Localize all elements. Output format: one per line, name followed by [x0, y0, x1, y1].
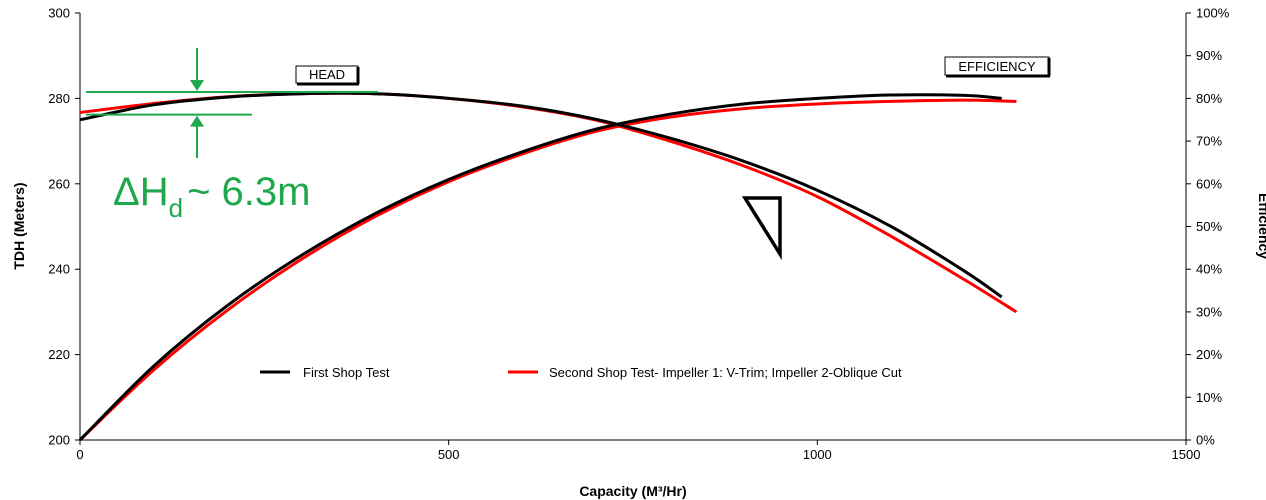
legend-label-first: First Shop Test [303, 365, 390, 380]
delta-arrow-up-icon [190, 115, 204, 127]
delta-symbol: ΔH [113, 170, 169, 214]
efficiency-label-box: EFFICIENCY [944, 56, 1051, 78]
y-tick-label: 240 [48, 262, 70, 277]
efficiency-curve-first [78, 93, 1002, 442]
y2-axis-title: Efficiency [1256, 193, 1266, 259]
y2-tick-label: 100% [1196, 6, 1230, 21]
x-tick-label: 1500 [1172, 447, 1201, 462]
legend-label-second: Second Shop Test- Impeller 1: V-Trim; Im… [549, 365, 902, 380]
y2-tick-label: 20% [1196, 347, 1222, 362]
y2-tick-label: 0% [1196, 433, 1215, 448]
head-label-box: HEAD [295, 65, 360, 86]
delta-arrow-down-icon [190, 79, 204, 91]
y2-tick-label: 30% [1196, 304, 1222, 319]
delta-value: ~ 6.3m [187, 170, 310, 214]
y-tick-label: 220 [48, 347, 70, 362]
delta-label: ΔHd ~ 6.3m [113, 170, 310, 223]
y2-tick-label: 10% [1196, 390, 1222, 405]
efficiency-curve-second [78, 98, 1017, 442]
y2-tick-label: 50% [1196, 219, 1222, 234]
y-tick-label: 280 [48, 91, 70, 106]
head-curve-first [79, 91, 1003, 299]
y2-tick-label: 70% [1196, 134, 1222, 149]
legend: First Shop Test Second Shop Test- Impell… [260, 365, 902, 380]
x-axis-title: Capacity (M³/Hr) [579, 483, 686, 499]
y-axis-title: TDH (Meters) [11, 182, 27, 269]
x-tick-label: 500 [438, 447, 460, 462]
y2-tick-label: 40% [1196, 262, 1222, 277]
delta-annotation [86, 48, 378, 158]
tick-layer: 0 500 1000 1500 200 220 240 260 280 300 0% 10% 20% 30… [48, 6, 1229, 463]
triangle-marker [741, 196, 782, 261]
efficiency-label: EFFICIENCY [958, 59, 1036, 74]
delta-subscript: d [169, 193, 183, 223]
x-tick-label: 1000 [803, 447, 832, 462]
head-label: HEAD [309, 67, 345, 82]
x-tick-label: 0 [76, 447, 83, 462]
curve-layer [78, 91, 1018, 442]
y2-tick-label: 60% [1196, 176, 1222, 191]
y2-tick-label: 90% [1196, 48, 1222, 63]
y-tick-label: 300 [48, 6, 70, 21]
y2-tick-label: 80% [1196, 91, 1222, 106]
y-tick-label: 200 [48, 433, 70, 448]
y-tick-label: 260 [48, 176, 70, 191]
